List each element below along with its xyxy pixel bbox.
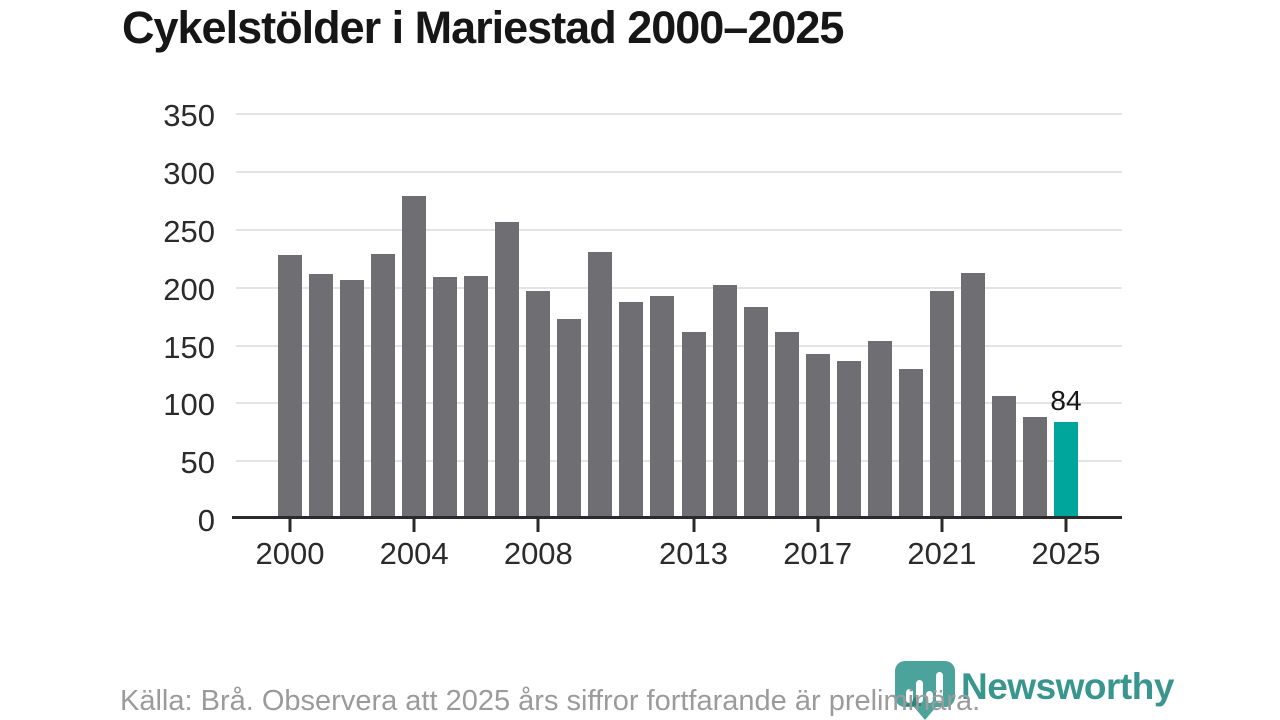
- bar-2003: [371, 254, 396, 517]
- bar-2022: [960, 272, 985, 517]
- bar-2000: [278, 255, 302, 517]
- x-axis-tick-label: 2025: [1031, 536, 1101, 571]
- chart-title: Cykelstölder i Mariestad 2000–2025: [122, 2, 844, 53]
- gridline-y-50: [236, 460, 1122, 463]
- bar-2015: [743, 307, 768, 517]
- bar-2005: [433, 277, 458, 517]
- highlight-value-label: 84: [1050, 384, 1082, 416]
- gridline-y-300: [236, 171, 1122, 174]
- bar-2016: [774, 331, 799, 517]
- x-axis-tick: [816, 519, 820, 532]
- x-axis-tick: [288, 519, 292, 532]
- x-axis-tick: [1064, 519, 1068, 532]
- y-axis-tick-label: 300: [163, 156, 215, 192]
- newsworthy-wordmark: Newsworthy: [961, 666, 1174, 707]
- source-note: Källa: Brå. Observera att 2025 års siffr…: [120, 685, 981, 717]
- gridline-y-200: [236, 286, 1122, 289]
- gridline-y-350: [236, 113, 1122, 116]
- bar-2007: [495, 221, 520, 517]
- y-axis-tick-label: 250: [163, 214, 215, 249]
- bar-2012: [650, 295, 675, 517]
- bar-2013: [681, 331, 706, 517]
- x-axis-tick-label: 2021: [907, 536, 977, 571]
- x-axis-tick: [412, 519, 416, 532]
- y-axis-tick-label: 350: [163, 98, 215, 134]
- bar-2001: [309, 273, 334, 517]
- x-axis-tick-label: 2000: [255, 536, 325, 571]
- bar-2020: [898, 368, 923, 517]
- bar-2010: [588, 251, 613, 517]
- gridline-y-150: [236, 344, 1122, 347]
- bar-2002: [340, 279, 365, 517]
- x-axis-tick: [940, 519, 944, 532]
- bar-2006: [464, 276, 489, 517]
- x-axis-tick-label: 2004: [379, 536, 449, 571]
- y-axis-tick-label: 50: [180, 445, 215, 481]
- x-axis-tick-label: 2017: [783, 536, 853, 571]
- bar-2018: [836, 360, 861, 517]
- y-axis-tick-label: 100: [163, 387, 215, 423]
- y-axis-tick-label: 200: [163, 271, 215, 307]
- newsworthy-logo: Newsworthy: [893, 660, 1174, 720]
- x-axis-line: [232, 516, 1122, 519]
- bar-2017: [805, 353, 830, 517]
- bar-2021: [929, 291, 954, 517]
- bar-2004: [402, 196, 427, 517]
- bar-2011: [619, 301, 644, 517]
- bar-chart: 0 50 100 150 200 250 300 350 2000 2004 2008 2013 201…: [163, 98, 1122, 571]
- x-axis-tick-label: 2008: [503, 536, 573, 571]
- x-axis-tick: [692, 519, 696, 532]
- x-axis-tick: [536, 519, 540, 532]
- bar-2023: [991, 396, 1016, 517]
- gridline-y-250: [236, 229, 1122, 231]
- bar-2019: [867, 340, 892, 517]
- gridline-y-100: [236, 402, 1122, 405]
- bar-2008: [526, 291, 551, 517]
- bar-2025: [1054, 421, 1078, 517]
- y-axis-tick-label: 0: [197, 503, 215, 538]
- y-axis-tick-label: 150: [163, 329, 215, 365]
- bar-2014: [712, 285, 737, 517]
- bar-2024: [1022, 417, 1047, 517]
- newsworthy-pin-icon: [895, 661, 955, 720]
- x-axis-tick-label: 2013: [659, 536, 728, 571]
- bar-2009: [557, 319, 582, 517]
